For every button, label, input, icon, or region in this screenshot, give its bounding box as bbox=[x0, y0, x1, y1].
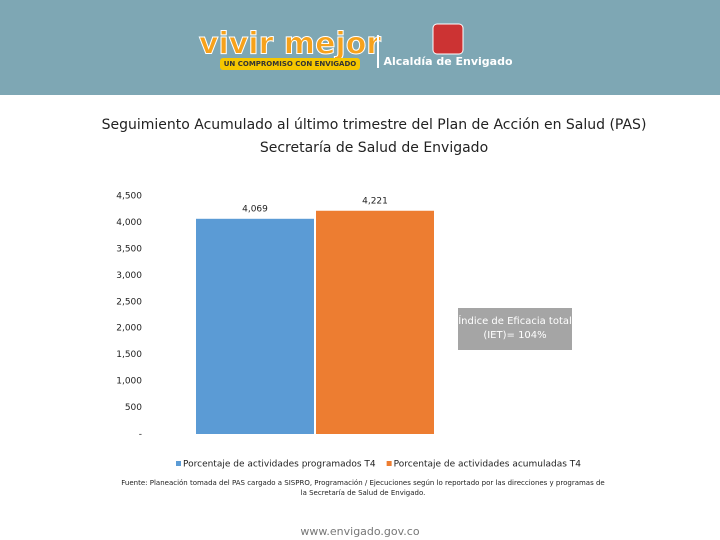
chart-title: Seguimiento Acumulado al último trimestr… bbox=[102, 117, 647, 133]
legend-label: Porcentaje de actividades programados T4 bbox=[183, 460, 376, 470]
slogan: UN COMPROMISO CON ENVIGADO bbox=[224, 60, 357, 68]
legend-swatch bbox=[386, 461, 392, 466]
institution: Alcaldía de Envigado bbox=[383, 55, 513, 68]
bar bbox=[316, 210, 434, 434]
chart-subtitle: Secretaría de Salud de Envigado bbox=[260, 140, 488, 156]
y-tick-label: 4,000 bbox=[116, 218, 142, 228]
y-tick-label: 500 bbox=[125, 403, 142, 413]
header-band bbox=[0, 0, 720, 95]
value-label: 4,221 bbox=[362, 196, 388, 206]
y-tick-label: 3,000 bbox=[116, 271, 142, 281]
bar bbox=[196, 218, 314, 434]
annotation: Índice de Eficacia total (IET)= 104% bbox=[458, 308, 572, 350]
y-tick-label: 1,000 bbox=[116, 377, 142, 387]
y-tick-label: 2,500 bbox=[116, 297, 142, 307]
slogan-box bbox=[220, 58, 360, 70]
y-tick-label: 4,500 bbox=[116, 192, 142, 202]
value-label: 4,069 bbox=[242, 204, 268, 214]
y-tick-label: 1,500 bbox=[116, 350, 142, 360]
y-tick-label: 3,500 bbox=[116, 244, 142, 254]
shield bbox=[432, 23, 464, 55]
source-note: Fuente: Planeación tomada del PAS cargad… bbox=[121, 479, 605, 497]
brand: vivir mejor bbox=[199, 27, 381, 62]
y-tick-label: 2,000 bbox=[116, 324, 142, 334]
y-tick-label: - bbox=[139, 430, 142, 440]
legend-swatch bbox=[176, 461, 181, 466]
legend-label: Porcentaje de actividades acumuladas T4 bbox=[394, 460, 582, 470]
footer-url: www.envigado.gov.co bbox=[300, 525, 419, 538]
